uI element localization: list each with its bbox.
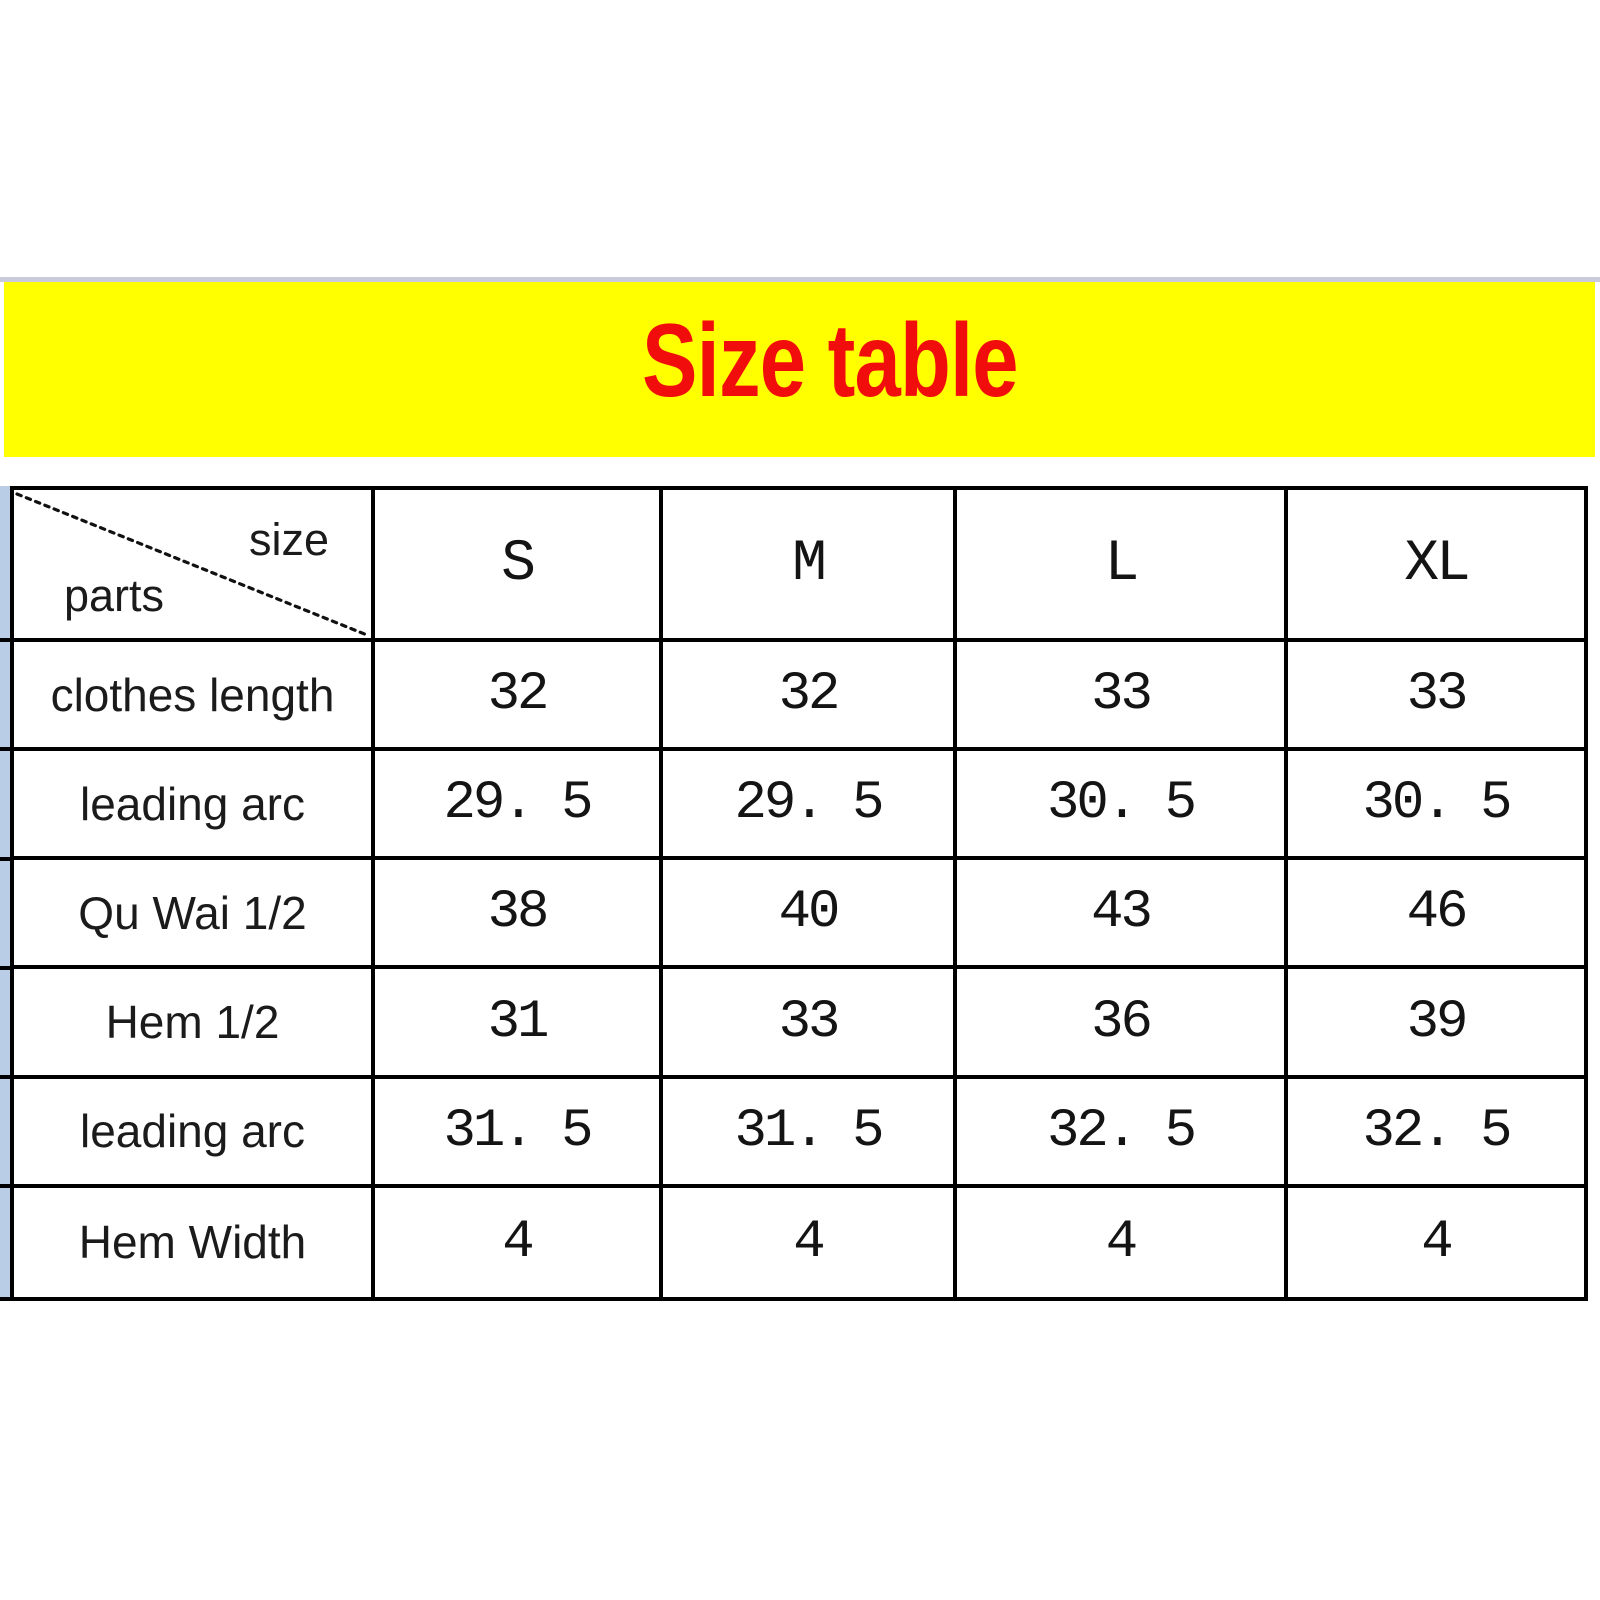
value-cell: 46 — [1288, 860, 1584, 970]
value-cell: 32 — [375, 642, 663, 752]
column-header-m: M — [663, 490, 957, 642]
value-cell: 29. 5 — [375, 751, 663, 861]
value-cell: 4 — [957, 1187, 1288, 1297]
value-cell: 33 — [957, 642, 1288, 752]
row-label-hem-width: Hem Width — [14, 1187, 375, 1297]
column-header-xl: XL — [1288, 490, 1584, 642]
column-header-s: S — [375, 490, 663, 642]
grid-notch — [0, 1297, 10, 1301]
banner: Size table — [4, 282, 1595, 457]
value-cell: 29. 5 — [663, 751, 957, 861]
corner-column-axis-label: size — [248, 514, 329, 565]
value-cell: 32 — [663, 642, 957, 752]
value-cell: 43 — [957, 860, 1288, 970]
grid-notch — [0, 1075, 10, 1079]
row-label-qu-wai: Qu Wai 1/2 — [14, 860, 375, 970]
corner-cell: size parts — [14, 490, 375, 642]
value-cell: 32. 5 — [957, 1078, 1288, 1188]
value-cell: 30. 5 — [957, 751, 1288, 861]
value-cell: 31. 5 — [663, 1078, 957, 1188]
value-cell: 30. 5 — [1288, 751, 1584, 861]
divider-line — [0, 277, 1600, 282]
value-cell: 33 — [663, 969, 957, 1079]
page-title: Size table — [641, 303, 1019, 419]
value-cell: 36 — [957, 969, 1288, 1079]
size-table: size parts S M L XL clothes length 32 32… — [0, 486, 1588, 1301]
grid-notch — [0, 747, 10, 751]
grid-notch — [0, 857, 10, 861]
size-table-grid: size parts S M L XL clothes length 32 32… — [10, 486, 1588, 1301]
row-label-leading-arc: leading arc — [14, 751, 375, 861]
value-cell: 38 — [375, 860, 663, 970]
grid-notch — [0, 638, 10, 642]
value-cell: 4 — [1421, 1211, 1453, 1273]
grid-notch — [0, 1184, 10, 1188]
value-cell: 4 — [375, 1187, 663, 1297]
value-cell: 40 — [663, 860, 957, 970]
value-cell: 39 — [1288, 969, 1584, 1079]
corner-row-axis-label: parts — [64, 570, 165, 621]
value-cell: 4 — [663, 1187, 957, 1297]
value-cell: 31. 5 — [375, 1078, 663, 1188]
column-header-l: L — [957, 490, 1288, 642]
grid-notch — [0, 966, 10, 970]
left-edge-strip — [0, 486, 10, 1301]
row-label-clothes-length: clothes length — [14, 642, 375, 752]
value-cell: 31 — [375, 969, 663, 1079]
diagonal-divider-line — [15, 492, 369, 637]
value-cell: 32. 5 — [1288, 1079, 1584, 1188]
value-cell: 33 — [1288, 642, 1584, 752]
row-label-hem-half: Hem 1/2 — [14, 969, 375, 1079]
row-label-leading-arc-2: leading arc — [14, 1078, 375, 1188]
